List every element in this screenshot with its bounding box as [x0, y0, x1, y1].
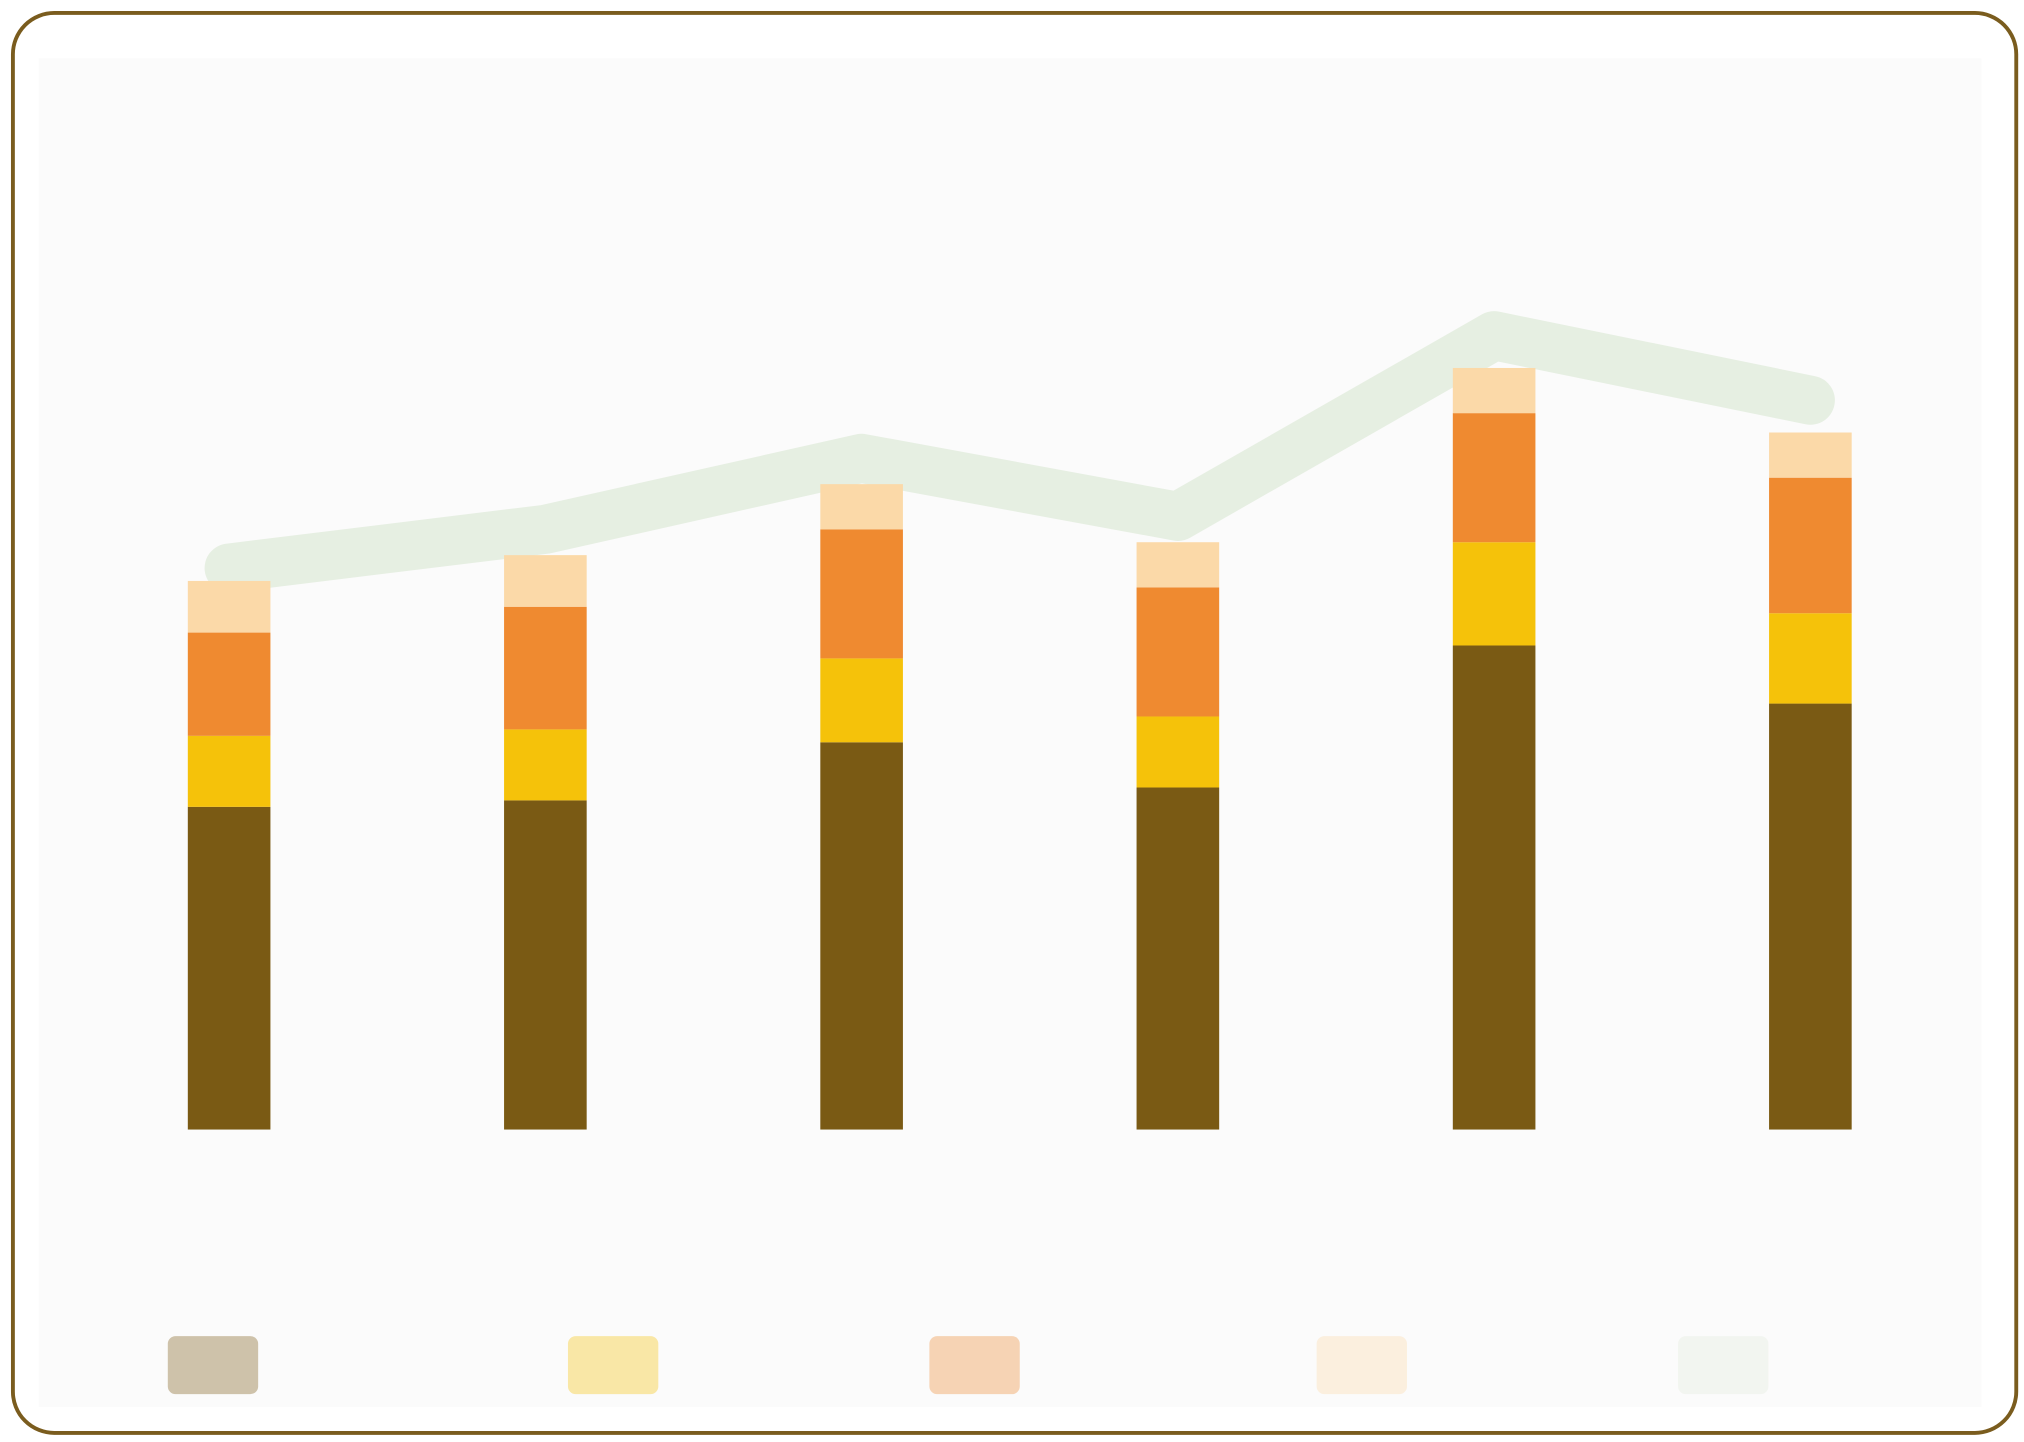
legend-swatch: [167, 1336, 259, 1395]
bar-segment: [504, 800, 587, 1130]
bar-segment: [1136, 542, 1220, 588]
bar-segment: [187, 806, 271, 1130]
bar-segment: [1136, 587, 1220, 717]
bar-segment: [504, 555, 587, 607]
bar-segment: [1452, 367, 1536, 414]
bar-segment: [1452, 542, 1536, 646]
bar-segment: [187, 580, 271, 633]
bar-segment: [1452, 645, 1536, 1130]
bar-segment: [1769, 703, 1852, 1130]
bar-segment: [1136, 787, 1220, 1130]
bar-segment: [1769, 477, 1852, 614]
bar-segment: [1136, 716, 1220, 788]
plot-panel: [38, 58, 1982, 1408]
bar-segment: [820, 529, 903, 659]
legend-swatch: [929, 1336, 1020, 1395]
legend-swatch: [1678, 1336, 1769, 1395]
bar-segment: [820, 742, 903, 1130]
line-series: [204, 311, 1835, 593]
bar-segment: [820, 658, 903, 743]
bar-segment: [820, 484, 903, 530]
bar-segment: [1769, 432, 1852, 478]
bar-segment: [187, 632, 271, 736]
bar-segment: [504, 606, 587, 730]
legend-swatch: [567, 1336, 659, 1395]
bar-segment: [504, 729, 587, 801]
legend-swatch: [1316, 1336, 1407, 1395]
bar-segment: [1769, 613, 1852, 704]
bar-segment: [187, 735, 271, 807]
bar-segment: [1452, 413, 1536, 543]
